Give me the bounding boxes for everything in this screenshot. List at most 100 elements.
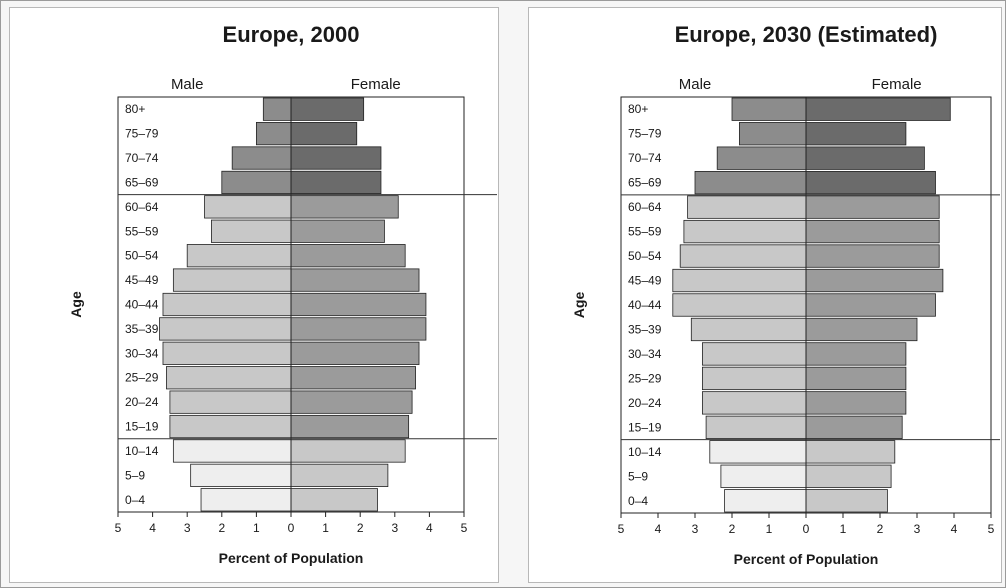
bar-female-14 bbox=[805, 440, 896, 464]
bar-female-14 bbox=[290, 439, 406, 463]
bars-group bbox=[672, 97, 951, 513]
bar-male-7 bbox=[172, 268, 292, 292]
bar-female-7 bbox=[805, 268, 944, 293]
bar-female-13 bbox=[805, 415, 903, 439]
bar-male-10 bbox=[162, 341, 292, 365]
age-label-5: 55–59 bbox=[628, 225, 662, 239]
age-label-8: 40–44 bbox=[125, 298, 159, 312]
x-tick-label-6: 1 bbox=[322, 521, 329, 535]
bar-male-1 bbox=[255, 122, 292, 146]
x-tick-label-7: 2 bbox=[877, 522, 884, 536]
bar-female-15 bbox=[290, 463, 389, 487]
bar-male-7 bbox=[672, 268, 807, 293]
x-tick-label-10: 5 bbox=[988, 522, 995, 536]
bar-female-6 bbox=[805, 244, 940, 268]
bar-female-2 bbox=[290, 146, 382, 170]
bar-male-3 bbox=[694, 171, 807, 195]
x-tick-label-7: 2 bbox=[357, 521, 364, 535]
bar-female-5 bbox=[805, 219, 940, 244]
x-tick-label-9: 4 bbox=[426, 521, 433, 535]
bar-female-10 bbox=[805, 342, 907, 366]
bar-male-15 bbox=[720, 464, 807, 488]
bar-female-9 bbox=[290, 317, 427, 341]
bars-group bbox=[159, 97, 427, 512]
legend-male-label: Male bbox=[171, 76, 204, 93]
bar-female-8 bbox=[805, 293, 936, 317]
age-label-11: 25–29 bbox=[125, 371, 159, 385]
bar-female-12 bbox=[290, 390, 413, 414]
bar-female-11 bbox=[805, 366, 907, 391]
bar-male-16 bbox=[724, 489, 807, 513]
age-label-1: 75–79 bbox=[628, 127, 662, 141]
x-tick-label-8: 3 bbox=[391, 521, 398, 535]
bar-female-1 bbox=[290, 122, 358, 146]
age-label-12: 20–24 bbox=[628, 396, 662, 410]
bar-female-16 bbox=[805, 489, 888, 513]
bar-male-5 bbox=[211, 219, 292, 243]
bar-female-4 bbox=[805, 195, 940, 219]
bar-male-3 bbox=[221, 170, 292, 195]
chart-title: Europe, 2030 (Estimated) bbox=[675, 22, 938, 47]
age-label-5: 55–59 bbox=[125, 224, 159, 238]
bar-female-4 bbox=[290, 195, 399, 219]
bar-male-2 bbox=[716, 146, 807, 170]
age-label-2: 70–74 bbox=[628, 151, 662, 165]
age-label-0: 80+ bbox=[628, 102, 648, 116]
x-tick-label-5: 0 bbox=[803, 522, 810, 536]
x-tick-label-6: 1 bbox=[840, 522, 847, 536]
bar-female-5 bbox=[290, 219, 385, 243]
legend-female-label: Female bbox=[351, 76, 401, 93]
bar-male-4 bbox=[204, 195, 292, 219]
bar-female-13 bbox=[290, 414, 410, 439]
bar-female-3 bbox=[290, 170, 382, 195]
age-label-6: 50–54 bbox=[125, 249, 159, 263]
bar-male-13 bbox=[169, 414, 292, 439]
chart-svg-europe-2030: Europe, 2030 (Estimated) Male Female 80+ 75–… bbox=[571, 22, 1000, 567]
bar-male-6 bbox=[679, 244, 807, 268]
age-label-3: 65–69 bbox=[628, 176, 662, 190]
legend-male-label: Male bbox=[679, 76, 712, 93]
bar-male-12 bbox=[169, 390, 292, 414]
bar-male-8 bbox=[162, 292, 292, 317]
bar-male-16 bbox=[200, 488, 292, 512]
x-tick-label-3: 2 bbox=[218, 521, 225, 535]
x-tick-label-9: 4 bbox=[951, 522, 958, 536]
bar-female-0 bbox=[805, 97, 951, 121]
x-tick-label-0: 5 bbox=[618, 522, 625, 536]
bar-male-9 bbox=[159, 317, 292, 341]
age-label-10: 30–34 bbox=[628, 347, 662, 361]
age-label-13: 15–19 bbox=[628, 420, 662, 434]
x-tick-label-10: 5 bbox=[461, 521, 468, 535]
age-label-16: 0–4 bbox=[125, 493, 145, 507]
age-label-16: 0–4 bbox=[628, 494, 648, 508]
x-tick-label-4: 1 bbox=[253, 521, 260, 535]
bar-male-13 bbox=[705, 415, 807, 439]
age-label-1: 75–79 bbox=[125, 127, 159, 141]
age-label-12: 20–24 bbox=[125, 395, 159, 409]
age-label-2: 70–74 bbox=[125, 151, 159, 165]
y-axis-label: Age bbox=[68, 291, 84, 318]
x-tick-label-2: 3 bbox=[692, 522, 699, 536]
x-tick-label-1: 4 bbox=[655, 522, 662, 536]
x-tick-label-3: 2 bbox=[729, 522, 736, 536]
chart-panel-europe-2030: Europe, 2030 (Estimated) Male Female 80+ 75–… bbox=[528, 7, 1002, 583]
age-label-0: 80+ bbox=[125, 102, 145, 116]
chart-title: Europe, 2000 bbox=[223, 22, 360, 47]
bar-female-9 bbox=[805, 317, 918, 342]
age-label-14: 10–14 bbox=[125, 444, 159, 458]
bar-male-11 bbox=[166, 366, 292, 390]
bar-male-14 bbox=[709, 440, 807, 464]
bar-male-12 bbox=[701, 391, 807, 415]
bar-female-16 bbox=[290, 488, 378, 512]
legend-female-label: Female bbox=[872, 76, 922, 93]
x-tick-label-4: 1 bbox=[766, 522, 773, 536]
x-tick-label-1: 4 bbox=[149, 521, 156, 535]
bar-male-0 bbox=[731, 97, 807, 121]
chart-panel-europe-2000: Europe, 2000 Male Female 80+ 75–79 70–74 65–69… bbox=[9, 7, 499, 583]
bar-male-9 bbox=[690, 317, 807, 342]
age-label-15: 5–9 bbox=[125, 468, 145, 482]
age-label-8: 40–44 bbox=[628, 298, 662, 312]
age-label-14: 10–14 bbox=[628, 445, 662, 459]
age-label-9: 35–39 bbox=[125, 322, 159, 336]
